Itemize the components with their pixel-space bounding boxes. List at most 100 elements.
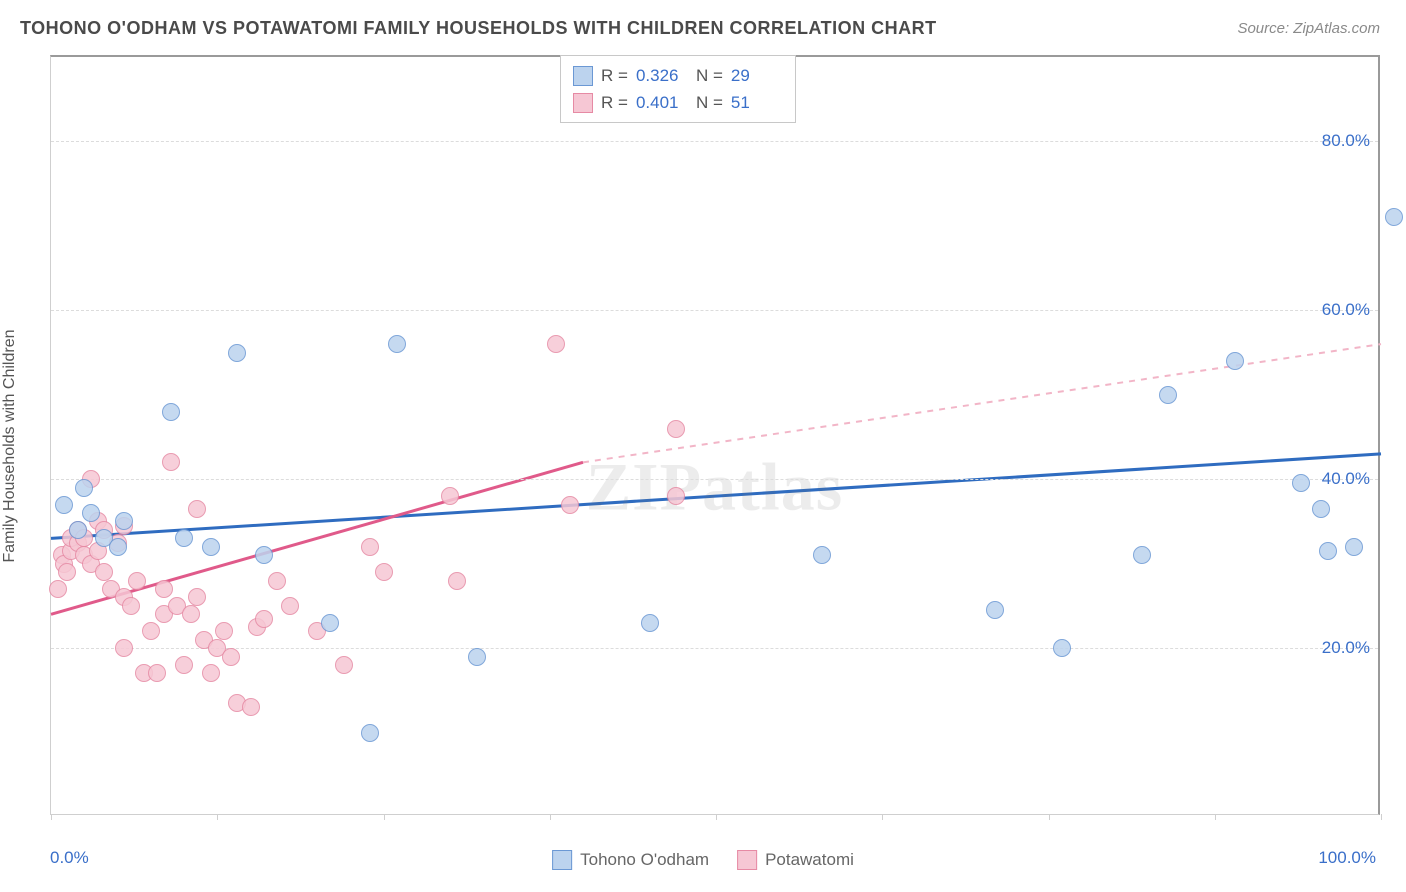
y-tick-label: 40.0% — [1322, 469, 1370, 489]
gridline — [51, 141, 1378, 142]
scatter-point — [1133, 546, 1151, 564]
scatter-point — [441, 487, 459, 505]
scatter-point — [58, 563, 76, 581]
scatter-point — [188, 588, 206, 606]
scatter-point — [468, 648, 486, 666]
x-tick-mark — [384, 814, 385, 820]
scatter-point — [255, 546, 273, 564]
legend-swatch-pink — [737, 850, 757, 870]
scatter-point — [1312, 500, 1330, 518]
x-tick-mark — [1215, 814, 1216, 820]
legend-n-value-2: 51 — [731, 89, 783, 116]
scatter-point — [1226, 352, 1244, 370]
scatter-point — [667, 420, 685, 438]
x-axis-label-max: 100.0% — [1318, 848, 1376, 868]
legend-r-label: R = — [601, 89, 628, 116]
y-tick-label: 60.0% — [1322, 300, 1370, 320]
scatter-point — [202, 538, 220, 556]
scatter-point — [388, 335, 406, 353]
scatter-point — [155, 580, 173, 598]
y-axis-title: Family Households with Children — [1, 330, 19, 563]
scatter-point — [82, 504, 100, 522]
legend-r-value-1: 0.326 — [636, 62, 688, 89]
gridline — [51, 479, 1378, 480]
scatter-point — [175, 656, 193, 674]
scatter-point — [202, 664, 220, 682]
scatter-point — [162, 453, 180, 471]
scatter-point — [255, 610, 273, 628]
x-axis-label-min: 0.0% — [50, 848, 89, 868]
legend-swatch-blue — [552, 850, 572, 870]
legend-swatch-blue — [573, 66, 593, 86]
scatter-point — [986, 601, 1004, 619]
scatter-point — [281, 597, 299, 615]
y-tick-label: 20.0% — [1322, 638, 1370, 658]
legend-n-label: N = — [696, 62, 723, 89]
legend-n-label: N = — [696, 89, 723, 116]
scatter-point — [361, 724, 379, 742]
scatter-point — [361, 538, 379, 556]
scatter-point — [162, 403, 180, 421]
scatter-point — [49, 580, 67, 598]
scatter-point — [182, 605, 200, 623]
gridline — [51, 648, 1378, 649]
source-attribution: Source: ZipAtlas.com — [1237, 20, 1380, 37]
scatter-point — [215, 622, 233, 640]
scatter-point — [109, 538, 127, 556]
scatter-point — [115, 512, 133, 530]
scatter-point — [75, 479, 93, 497]
x-tick-mark — [882, 814, 883, 820]
plot-area: ZIPatlas 20.0%40.0%60.0%80.0% — [50, 55, 1380, 815]
scatter-point — [1385, 208, 1403, 226]
y-tick-label: 80.0% — [1322, 131, 1370, 151]
scatter-point — [1053, 639, 1071, 657]
legend-stats-row-1: R = 0.326 N = 29 — [573, 62, 783, 89]
bottom-legend-item-1: Tohono O'odham — [552, 850, 709, 870]
x-tick-mark — [217, 814, 218, 820]
x-tick-mark — [1381, 814, 1382, 820]
scatter-point — [268, 572, 286, 590]
scatter-point — [1292, 474, 1310, 492]
scatter-point — [115, 639, 133, 657]
scatter-point — [813, 546, 831, 564]
legend-stats-box: R = 0.326 N = 29 R = 0.401 N = 51 — [560, 55, 796, 123]
x-tick-mark — [716, 814, 717, 820]
scatter-point — [122, 597, 140, 615]
scatter-point — [321, 614, 339, 632]
chart-container: TOHONO O'ODHAM VS POTAWATOMI FAMILY HOUS… — [0, 0, 1406, 892]
scatter-point — [228, 344, 246, 362]
legend-n-value-1: 29 — [731, 62, 783, 89]
scatter-point — [142, 622, 160, 640]
bottom-legend-label-1: Tohono O'odham — [580, 850, 709, 870]
x-tick-mark — [1049, 814, 1050, 820]
scatter-point — [1319, 542, 1337, 560]
scatter-point — [335, 656, 353, 674]
gridline — [51, 310, 1378, 311]
scatter-point — [148, 664, 166, 682]
legend-r-label: R = — [601, 62, 628, 89]
bottom-legend: Tohono O'odham Potawatomi — [552, 850, 854, 870]
scatter-point — [69, 521, 87, 539]
legend-stats-row-2: R = 0.401 N = 51 — [573, 89, 783, 116]
legend-r-value-2: 0.401 — [636, 89, 688, 116]
trend-line — [51, 454, 1381, 538]
scatter-point — [448, 572, 466, 590]
chart-title: TOHONO O'ODHAM VS POTAWATOMI FAMILY HOUS… — [20, 18, 937, 39]
legend-swatch-pink — [573, 93, 593, 113]
scatter-point — [375, 563, 393, 581]
x-tick-mark — [550, 814, 551, 820]
x-tick-mark — [51, 814, 52, 820]
scatter-point — [1345, 538, 1363, 556]
bottom-legend-label-2: Potawatomi — [765, 850, 854, 870]
scatter-point — [547, 335, 565, 353]
bottom-legend-item-2: Potawatomi — [737, 850, 854, 870]
scatter-point — [641, 614, 659, 632]
scatter-point — [175, 529, 193, 547]
scatter-point — [667, 487, 685, 505]
scatter-point — [55, 496, 73, 514]
scatter-point — [222, 648, 240, 666]
scatter-point — [128, 572, 146, 590]
scatter-point — [561, 496, 579, 514]
scatter-point — [188, 500, 206, 518]
scatter-point — [95, 563, 113, 581]
